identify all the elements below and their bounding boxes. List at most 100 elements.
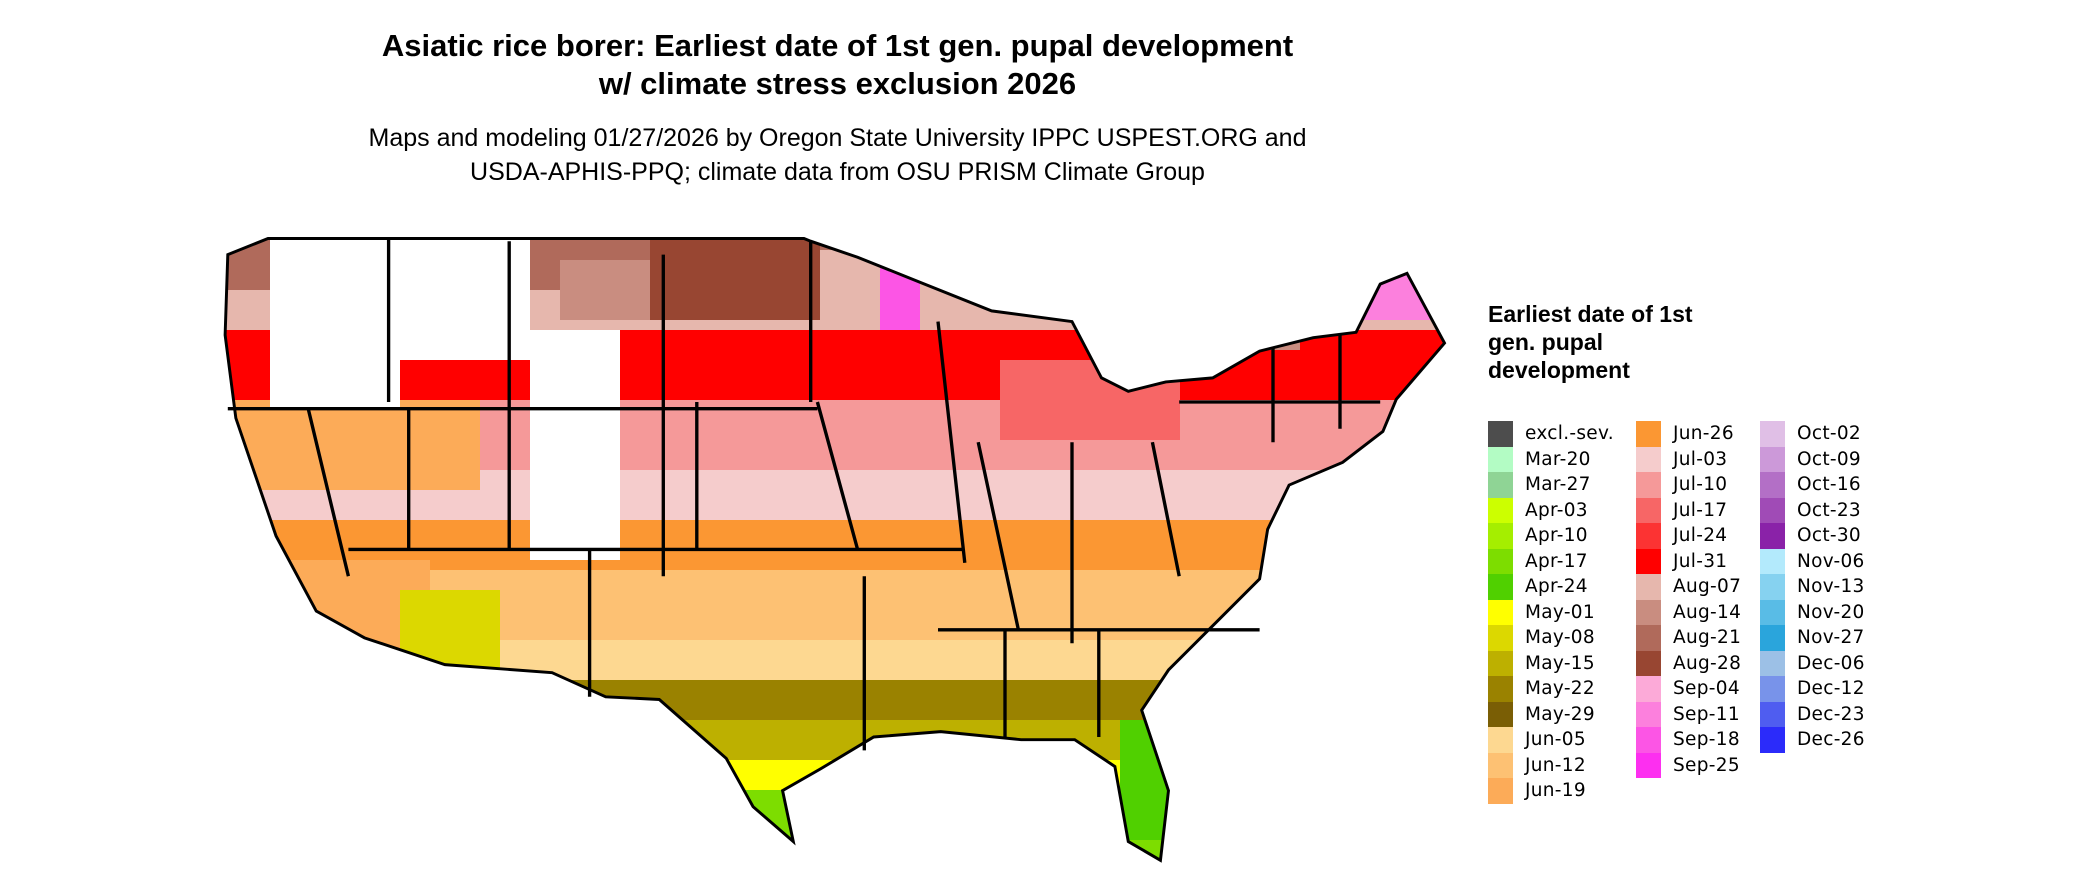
legend-label: Dec-26 [1797, 729, 1865, 751]
legend-item: Nov-27 [1760, 625, 1865, 651]
legend-item: May-08 [1488, 625, 1595, 651]
legend-label: Aug-21 [1673, 627, 1742, 649]
legend-swatch [1636, 650, 1661, 676]
legend-item: Dec-23 [1760, 701, 1865, 727]
legend-swatch [1488, 778, 1513, 804]
legend-label: May-15 [1525, 652, 1595, 674]
legend-label: Apr-03 [1525, 499, 1588, 521]
legend-swatch [1636, 497, 1661, 523]
legend-label: Oct-02 [1797, 423, 1862, 445]
legend-label: Oct-16 [1797, 474, 1862, 496]
legend-label: Mar-27 [1525, 474, 1591, 496]
map-color-region [1300, 260, 1440, 320]
legend-swatch [1488, 421, 1513, 447]
legend-item: Oct-23 [1760, 497, 1862, 523]
legend-swatch [1488, 523, 1513, 549]
legend-label: Oct-23 [1797, 499, 1862, 521]
legend-swatch [1636, 446, 1661, 472]
legend-item: Apr-24 [1488, 574, 1588, 600]
legend-swatch [1760, 472, 1785, 498]
legend-swatch [1488, 625, 1513, 651]
map-color-region [400, 590, 500, 670]
legend-swatch [1760, 497, 1785, 523]
legend-label: Apr-10 [1525, 525, 1588, 547]
map-title-line1: Asiatic rice borer: Earliest date of 1st… [381, 28, 1294, 63]
legend-label: May-01 [1525, 601, 1595, 623]
legend-item: Oct-30 [1760, 523, 1861, 549]
legend-label: Aug-07 [1673, 576, 1742, 598]
state-boundaries [227, 238, 1381, 751]
map-color-band [225, 790, 1445, 861]
map-color-region [270, 240, 400, 410]
legend-label: Jul-10 [1673, 474, 1728, 496]
legend-swatch [1636, 574, 1661, 600]
legend-swatch [1636, 472, 1661, 498]
legend-swatch [1488, 650, 1513, 676]
legend-label: Sep-18 [1673, 729, 1740, 751]
map-color-region [1100, 280, 1300, 350]
legend-swatch [1636, 548, 1661, 574]
legend-label: Jul-03 [1673, 448, 1728, 470]
legend-swatch [1488, 497, 1513, 523]
legend-item: Jun-12 [1488, 752, 1586, 778]
legend-label: Sep-25 [1673, 754, 1740, 776]
legend-swatch [1760, 446, 1785, 472]
legend-item: Jul-10 [1636, 472, 1727, 498]
legend-swatch [1760, 421, 1785, 447]
legend-label: Jun-12 [1525, 754, 1586, 776]
legend-item: Aug-28 [1636, 650, 1742, 676]
legend-item: May-22 [1488, 676, 1595, 702]
legend-item: Mar-20 [1488, 446, 1591, 472]
legend-swatch [1636, 625, 1661, 651]
legend-item: Nov-13 [1760, 574, 1865, 600]
legend-label: Jul-24 [1673, 525, 1728, 547]
legend-swatch [1636, 727, 1661, 753]
legend-item: Oct-02 [1760, 421, 1861, 447]
legend-swatch [1488, 574, 1513, 600]
legend-item: Jun-19 [1488, 778, 1586, 804]
legend-swatch [1760, 727, 1785, 753]
legend-item: Jul-31 [1636, 548, 1727, 574]
legend-label: Jun-05 [1525, 729, 1586, 751]
legend-item: May-15 [1488, 650, 1595, 676]
legend-item: Jun-05 [1488, 727, 1586, 753]
legend-label: Oct-30 [1797, 525, 1862, 547]
legend-label: Aug-14 [1673, 601, 1742, 623]
legend-swatch [1760, 676, 1785, 702]
legend-label: Aug-28 [1673, 652, 1742, 674]
legend-swatch [1488, 752, 1513, 778]
legend-swatch [1488, 472, 1513, 498]
legend-swatch [1636, 752, 1661, 778]
legend-label: Nov-20 [1797, 601, 1865, 623]
legend-label: May-22 [1525, 678, 1595, 700]
map-color-region [225, 400, 480, 490]
legend-swatch [1760, 625, 1785, 651]
legend-swatch [1760, 548, 1785, 574]
legend-item: Sep-04 [1636, 676, 1740, 702]
legend-swatch [1760, 574, 1785, 600]
legend-swatch [1488, 676, 1513, 702]
legend-swatch [1488, 727, 1513, 753]
legend-item: Nov-06 [1760, 548, 1865, 574]
map-color-band [225, 720, 1445, 760]
legend-item: Jul-17 [1636, 497, 1727, 523]
legend-item: Jul-24 [1636, 523, 1727, 549]
legend-swatch [1636, 523, 1661, 549]
map-color-region [650, 240, 820, 320]
legend-item: Aug-07 [1636, 574, 1741, 600]
legend-swatch [1636, 421, 1661, 447]
legend-item: Apr-10 [1488, 523, 1588, 549]
legend-label: May-29 [1525, 703, 1595, 725]
legend-item: Dec-26 [1760, 727, 1865, 753]
legend-label: Jun-26 [1673, 423, 1734, 445]
legend-title: Earliest date of 1st gen. pupal developm… [1488, 301, 1693, 383]
legend-label: Mar-20 [1525, 448, 1591, 470]
map-color-region [1000, 360, 1180, 440]
legend-item: Apr-17 [1488, 548, 1588, 574]
legend-item: Sep-18 [1636, 727, 1740, 753]
legend-label: Dec-23 [1797, 703, 1865, 725]
subtitle-line1: Maps and modeling 01/27/2026 by Oregon S… [368, 124, 1307, 152]
legend-label: Dec-12 [1797, 678, 1865, 700]
legend-item: Sep-11 [1636, 701, 1740, 727]
